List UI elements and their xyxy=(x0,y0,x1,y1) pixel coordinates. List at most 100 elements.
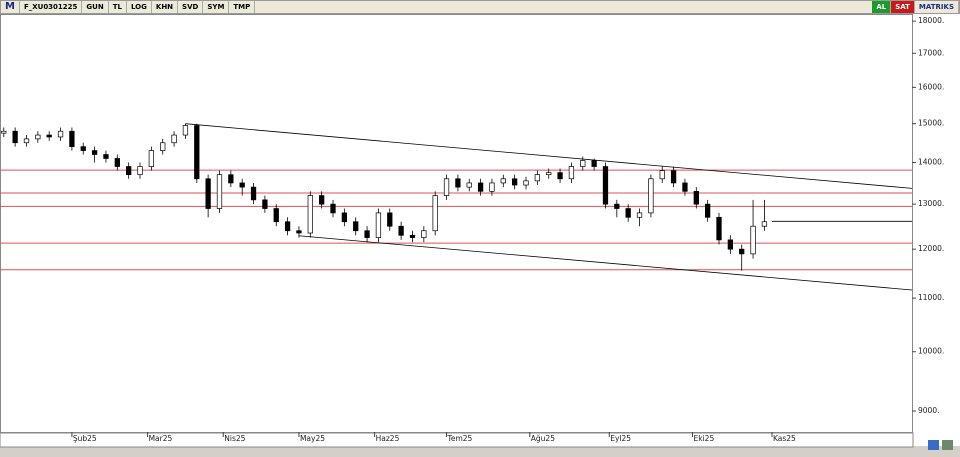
candle-body xyxy=(126,166,132,176)
candle-body xyxy=(12,130,18,144)
toolbar: M F_XU0301225 GUN TL LOG KHN SVD SYM TMP AL SA… xyxy=(0,0,960,14)
candle-body xyxy=(1,130,7,134)
candle-body xyxy=(148,150,155,167)
sell-button[interactable]: SAT xyxy=(891,1,915,13)
candle-body xyxy=(341,212,348,223)
candle-body xyxy=(250,186,257,201)
y-tick-label: 9000. xyxy=(918,406,939,415)
x-tick-label: May25 xyxy=(300,434,325,443)
candle-body xyxy=(46,134,52,138)
candle-body xyxy=(160,142,166,151)
settings-icon[interactable] xyxy=(942,440,953,450)
trend-line xyxy=(185,123,913,189)
logo: M xyxy=(1,1,20,13)
candle-body xyxy=(57,130,64,138)
candle-body xyxy=(421,230,427,238)
y-axis-area xyxy=(913,14,960,446)
candle-body xyxy=(705,203,711,218)
candle-body xyxy=(273,208,279,223)
candle-body xyxy=(398,225,404,236)
symbol[interactable]: F_XU0301225 xyxy=(20,1,83,13)
candle-body xyxy=(614,203,620,209)
candle-body xyxy=(477,182,484,192)
y-tick-label: 16000. xyxy=(918,82,944,91)
candle-body xyxy=(284,221,291,232)
y-tick-label: 12000. xyxy=(918,244,944,253)
candle-body xyxy=(182,125,189,136)
x-tick-label: Eki25 xyxy=(694,434,715,443)
candle-body xyxy=(568,166,575,180)
y-tick-label: 11000. xyxy=(918,293,944,302)
trend-line xyxy=(298,235,913,291)
toolbar-button[interactable]: GUN xyxy=(82,1,109,13)
buttons: GUN TL LOG KHN SVD SYM TMP xyxy=(82,1,256,13)
candle-body xyxy=(443,178,450,196)
toolbar-button[interactable]: TL xyxy=(109,1,127,13)
y-tick-label: 14000. xyxy=(918,157,944,166)
candle-body xyxy=(91,150,98,155)
brand: MATRIKS xyxy=(915,1,959,13)
y-tick-label: 18000. xyxy=(918,16,944,25)
toolbar-button[interactable]: KHN xyxy=(152,1,179,13)
x-tick-label: Ağu25 xyxy=(531,434,555,443)
candle-body xyxy=(387,212,393,227)
candle-body xyxy=(216,174,223,209)
candle-body xyxy=(330,203,336,214)
toolbar-button[interactable]: TMP xyxy=(229,1,256,13)
candle-body xyxy=(739,248,745,255)
candle-body xyxy=(262,199,268,209)
candle-body xyxy=(591,160,597,167)
x-tick-label: Eyl25 xyxy=(610,434,631,443)
zoom-icon[interactable] xyxy=(928,440,939,450)
x-tick-label: Nis25 xyxy=(224,434,245,443)
candle-body xyxy=(409,234,416,238)
candle-body xyxy=(194,125,200,180)
toolbar-button[interactable]: SVD xyxy=(178,1,204,13)
candle-body xyxy=(489,182,495,192)
y-tick-label: 15000. xyxy=(918,119,944,128)
candle-body xyxy=(750,225,756,255)
candle-body xyxy=(375,212,382,238)
candle-body xyxy=(296,230,302,234)
candle-body xyxy=(364,230,370,238)
candle-body xyxy=(35,134,41,140)
candle-body xyxy=(353,221,359,232)
candle-body xyxy=(239,182,245,188)
candle-body xyxy=(500,178,506,184)
candle-body xyxy=(23,138,30,144)
x-tick-label: Tem25 xyxy=(447,434,473,443)
x-tick-label: Kas25 xyxy=(773,434,796,443)
x-tick-label: Mar25 xyxy=(149,434,173,443)
toolbar-button[interactable]: SYM xyxy=(203,1,230,13)
candle-body xyxy=(693,190,699,205)
candle-body xyxy=(455,178,461,188)
candle-body xyxy=(171,134,177,144)
candle-body xyxy=(580,160,586,167)
y-tick-label: 13000. xyxy=(918,199,944,208)
candle-body xyxy=(80,146,86,151)
toolbar-button[interactable]: LOG xyxy=(127,1,152,13)
x-tick-label: Şub25 xyxy=(73,434,97,443)
candle-body xyxy=(228,174,234,184)
x-tick-label: Haz25 xyxy=(376,434,400,443)
plot-area xyxy=(0,14,913,433)
candle-body xyxy=(761,221,768,227)
candle-body xyxy=(69,130,75,147)
candle-body xyxy=(625,208,631,218)
candle-body xyxy=(512,178,518,186)
buy-button[interactable]: AL xyxy=(872,1,892,13)
chart: 9000. 10000. 11000. 12000. 13000. 14000. 15000… xyxy=(0,14,960,450)
candle-body xyxy=(670,170,677,184)
candle-body xyxy=(205,178,211,209)
candle-body xyxy=(307,195,313,234)
y-tick-label: 10000. xyxy=(918,347,944,356)
y-tick-label: 17000. xyxy=(918,48,944,57)
candle-body xyxy=(103,154,109,159)
candle-body xyxy=(682,182,688,192)
candle-body xyxy=(523,180,529,186)
candle-body xyxy=(534,174,541,182)
x-axis-area xyxy=(0,432,914,448)
candle-body xyxy=(137,166,143,176)
candle-body xyxy=(557,172,563,180)
